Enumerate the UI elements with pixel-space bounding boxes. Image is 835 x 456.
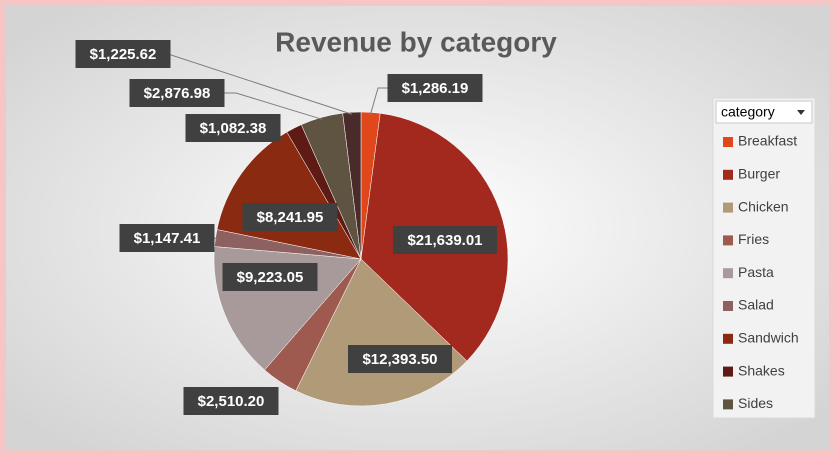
legend-label: Shakes bbox=[738, 362, 785, 378]
data-label: $2,510.20 bbox=[198, 393, 265, 410]
legend-label: Burger bbox=[738, 166, 780, 182]
data-label: $1,286.19 bbox=[402, 80, 469, 97]
legend-swatch bbox=[723, 268, 733, 279]
data-label: $12,393.50 bbox=[362, 351, 437, 368]
legend-swatch bbox=[723, 169, 733, 180]
data-label-box bbox=[387, 74, 483, 102]
leader-line bbox=[222, 92, 323, 120]
legend-swatch bbox=[723, 399, 733, 410]
data-label-box bbox=[183, 387, 279, 415]
data-label: $1,225.62 bbox=[90, 46, 157, 63]
data-label: $1,147.41 bbox=[134, 230, 201, 247]
legend-title: category bbox=[721, 104, 775, 120]
legend-swatch bbox=[723, 137, 733, 147]
data-label: $9,223.05 bbox=[237, 269, 304, 286]
data-label-box bbox=[393, 226, 497, 254]
legend-swatch bbox=[723, 202, 733, 213]
chart-title: Revenue by category bbox=[275, 26, 557, 57]
data-label: $2,876.98 bbox=[144, 85, 211, 102]
data-label: $8,241.95 bbox=[257, 209, 324, 226]
data-label-box bbox=[348, 345, 452, 373]
legend bbox=[712, 97, 816, 419]
pie-slice bbox=[342, 111, 362, 260]
data-label-box bbox=[222, 263, 318, 291]
data-label-box bbox=[185, 114, 281, 142]
legend-label: Salad bbox=[738, 297, 774, 313]
data-label: $21,639.01 bbox=[407, 232, 482, 249]
legend-filter[interactable] bbox=[715, 100, 813, 124]
dropdown-arrow[interactable] bbox=[797, 110, 805, 115]
legend-label: Pasta bbox=[738, 264, 774, 280]
data-label: $1,082.38 bbox=[200, 120, 267, 137]
legend-label: Sandwich bbox=[738, 330, 799, 346]
legend-swatch bbox=[723, 366, 733, 377]
legend-label: Breakfast bbox=[738, 133, 797, 149]
legend-swatch bbox=[723, 333, 733, 344]
data-label-box bbox=[75, 40, 171, 68]
data-label-box bbox=[119, 224, 215, 252]
leader-line bbox=[370, 87, 392, 115]
legend-label: Sides bbox=[738, 395, 773, 411]
legend-swatch bbox=[723, 301, 733, 311]
data-label-box bbox=[242, 203, 338, 231]
legend-label: Chicken bbox=[738, 198, 789, 214]
leader-line bbox=[167, 53, 353, 115]
legend-label: Fries bbox=[738, 231, 769, 247]
data-label-box bbox=[129, 79, 225, 107]
legend-swatch bbox=[723, 235, 733, 246]
